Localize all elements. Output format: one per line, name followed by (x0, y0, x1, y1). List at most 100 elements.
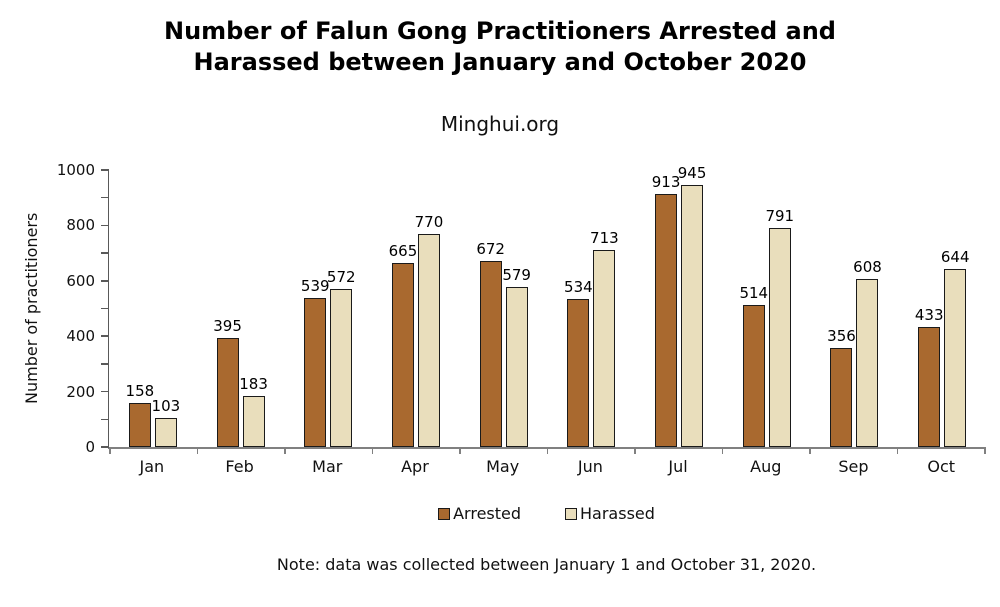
bar-value-label: 608 (853, 257, 882, 276)
y-tick (101, 252, 109, 254)
legend-swatch-arrested (438, 507, 451, 520)
y-tick-label: 1000 (56, 161, 95, 179)
bar-group-jun: 534 713 (548, 170, 636, 447)
y-tick (101, 196, 109, 199)
bar-value-label: 395 (213, 316, 242, 335)
bar-value-label: 665 (388, 241, 418, 260)
x-tick (371, 449, 374, 454)
legend-item-arrested: Arrested (438, 504, 521, 523)
x-axis-label-jan: Jan (139, 457, 165, 476)
bar-group-feb: 395 183 (197, 170, 285, 447)
arrested-bar (567, 299, 590, 447)
harassed-bar-feb: 183 (239, 375, 268, 447)
bar-group-apr: 665 770 (372, 170, 460, 447)
x-axis-labels: Jan Feb Mar Apr May Jun Jul Aug Sep Oct (108, 457, 985, 476)
harassed-bar (330, 288, 353, 447)
x-tick (284, 449, 286, 454)
bar-value-label: 534 (564, 278, 593, 297)
harassed-bar-mar: 572 (327, 268, 356, 447)
x-axis-label-oct: Oct (927, 457, 956, 476)
bar-group-jul: 913 945 (635, 164, 723, 447)
bar-value-label: 103 (151, 397, 181, 416)
y-tick (101, 390, 109, 393)
y-axis: 0 200 400 600 800 1000 (47, 161, 109, 456)
arrested-bar (742, 304, 765, 447)
x-axis-label-feb: Feb (225, 457, 254, 476)
harassed-bar-aug: 791 (765, 207, 794, 447)
x-axis-ticks (109, 449, 986, 454)
bar-group-jan: 158 103 (109, 170, 197, 447)
arrested-bar (128, 403, 151, 447)
x-axis-label-mar: Mar (312, 457, 343, 476)
bar-value-label: 913 (651, 173, 681, 192)
legend-label-arrested: Arrested (453, 504, 522, 523)
bar-group-may: 672 579 (460, 170, 548, 447)
x-tick (809, 449, 811, 454)
arrested-bar-aug: 514 (739, 284, 768, 447)
bar-value-label: 514 (739, 283, 769, 302)
x-tick (721, 449, 724, 454)
x-axis-label-sep: Sep (838, 457, 869, 476)
y-tick (101, 418, 109, 421)
plot-area: 0 200 400 600 800 1000 158 103 395 183 539 572 665 7… (57, 161, 986, 456)
x-tick (459, 449, 461, 454)
y-tick-label: 200 (66, 382, 95, 401)
x-tick (109, 449, 111, 454)
arrested-bar (391, 262, 414, 447)
harassed-bar-sep: 608 (853, 258, 882, 447)
y-tick (101, 280, 109, 282)
arrested-bar-apr: 665 (389, 242, 417, 447)
arrested-bar (216, 337, 239, 447)
harassed-bar (768, 227, 791, 447)
bar-value-label: 539 (300, 276, 330, 295)
arrested-bar (479, 260, 502, 447)
chart-title: Number of Falun Gong Practitioners Arres… (0, 16, 1000, 78)
bar-value-label: 713 (590, 228, 619, 247)
arrested-bar (918, 327, 941, 447)
harassed-bar (154, 418, 177, 447)
y-tick-label: 600 (66, 271, 95, 290)
y-tick (101, 169, 109, 171)
y-tick (101, 446, 109, 448)
x-tick (634, 449, 636, 454)
y-tick-label: 800 (66, 216, 95, 235)
bar-value-label: 672 (476, 239, 505, 258)
bar-value-label: 579 (502, 265, 531, 284)
bar-group-oct: 433 644 (898, 170, 986, 447)
harassed-bar-apr: 770 (415, 213, 443, 447)
chart-title-line-2: Harassed between January and October 202… (193, 48, 807, 76)
harassed-bar-may: 579 (502, 266, 531, 447)
x-tick (546, 449, 549, 454)
arrested-bar (830, 348, 853, 447)
harassed-bar (593, 249, 616, 447)
x-axis-label-may: May (486, 457, 520, 476)
y-axis-title: Number of practitioners (22, 212, 41, 405)
bar-group-sep: 356 608 (811, 170, 899, 447)
legend-label-harassed: Harassed (580, 504, 655, 523)
y-tick-label: 400 (66, 327, 95, 346)
arrested-bar-may: 672 (476, 240, 505, 447)
bar-value-label: 158 (125, 382, 155, 401)
x-axis-label-jun: Jun (577, 457, 603, 476)
arrested-bar (655, 194, 678, 447)
harassed-bar (505, 286, 528, 447)
harassed-bar-jul: 945 (678, 164, 706, 447)
note-text: Note: data was collected between January… (276, 555, 817, 574)
x-axis-label-jul: Jul (668, 457, 688, 476)
chart-title-line-1: Number of Falun Gong Practitioners Arres… (164, 17, 836, 45)
harassed-bar (944, 268, 967, 447)
arrested-bar-feb: 395 (213, 317, 242, 447)
bar-group-mar: 539 572 (284, 170, 372, 447)
harassed-bar-jun: 713 (590, 229, 619, 447)
x-tick (984, 449, 986, 454)
arrested-bar-jan: 158 (126, 382, 154, 447)
harassed-bar-oct: 644 (941, 248, 969, 447)
arrested-bar-mar: 539 (301, 277, 330, 447)
arrested-bar-sep: 356 (827, 327, 856, 447)
y-tick-label: 0 (85, 438, 95, 456)
x-axis-label-apr: Apr (401, 457, 429, 476)
harassed-bar (856, 278, 879, 447)
arrested-bar-jul: 913 (652, 173, 680, 447)
bar-value-label: 791 (765, 206, 795, 225)
harassed-bar (242, 396, 265, 447)
